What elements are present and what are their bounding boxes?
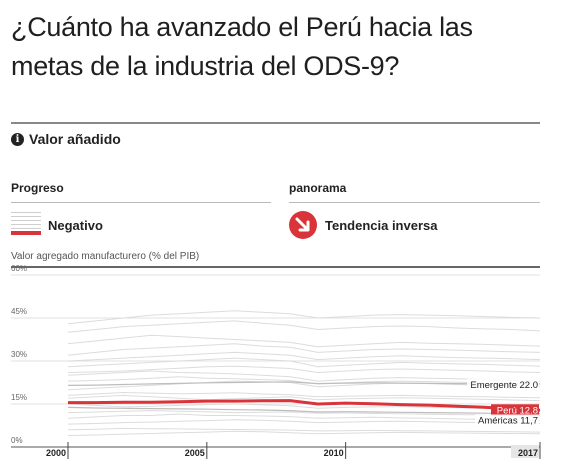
series-line-américas[interactable] <box>67 406 540 415</box>
end-label-bg <box>475 414 539 426</box>
series-line-emergente[interactable] <box>67 381 540 386</box>
background-series-line <box>67 334 541 348</box>
progress-divider <box>11 202 271 203</box>
y-tick-label: 15% <box>11 393 27 402</box>
background-series-line <box>67 310 541 325</box>
background-series-line <box>67 370 541 382</box>
title-divider <box>11 122 540 124</box>
background-series-line <box>67 320 541 333</box>
end-label-emergente: Emergente 22.0 <box>470 380 538 391</box>
background-series-line <box>67 419 541 425</box>
end-label-américas: Américas 11,7 <box>478 415 538 426</box>
end-label-bg-peru <box>491 404 539 416</box>
end-label-bg <box>467 378 539 390</box>
progress-value: Negativo <box>48 218 103 233</box>
overview-divider <box>289 202 540 203</box>
x-tick-label: 2010 <box>324 448 344 458</box>
x-tick-label: 2000 <box>46 448 66 458</box>
background-series-line <box>67 357 541 368</box>
background-series-line <box>67 413 541 421</box>
x-tick-highlight <box>511 445 539 458</box>
y-axis-label: Valor agregado manufacturero (% del PIB) <box>11 251 200 262</box>
background-series-line <box>67 343 541 356</box>
chart-top-divider <box>11 266 540 268</box>
x-tick-label: 2017 <box>518 448 538 458</box>
background-series-line <box>67 365 541 374</box>
background-series-line <box>67 394 541 402</box>
background-series-line <box>67 391 541 399</box>
x-tick-label: 2005 <box>185 448 205 458</box>
background-series-line <box>67 427 541 433</box>
section-label: Valor añadido <box>29 131 121 147</box>
chart-title: ¿Cuánto ha avanzado el Perú hacia las me… <box>11 12 473 81</box>
y-tick-label: 60% <box>11 264 27 273</box>
end-label-peru: Perú 12.8 <box>497 405 538 416</box>
background-series-line <box>67 351 541 362</box>
trend-down-icon <box>289 211 317 239</box>
y-tick-label: 0% <box>11 436 23 445</box>
info-icon[interactable]: i <box>11 132 24 146</box>
y-tick-label: 30% <box>11 350 27 359</box>
overview-value: Tendencia inversa <box>325 218 438 233</box>
overview-label: panorama <box>289 181 347 195</box>
background-series-line <box>67 380 541 391</box>
background-series-line <box>67 430 541 436</box>
progress-legend-swatch <box>11 212 41 238</box>
progress-label: Progreso <box>11 181 64 195</box>
background-series-line <box>67 410 540 416</box>
section-header: i Valor añadido <box>11 131 121 147</box>
y-tick-label: 45% <box>11 307 27 316</box>
series-line-peru[interactable] <box>68 399 541 412</box>
